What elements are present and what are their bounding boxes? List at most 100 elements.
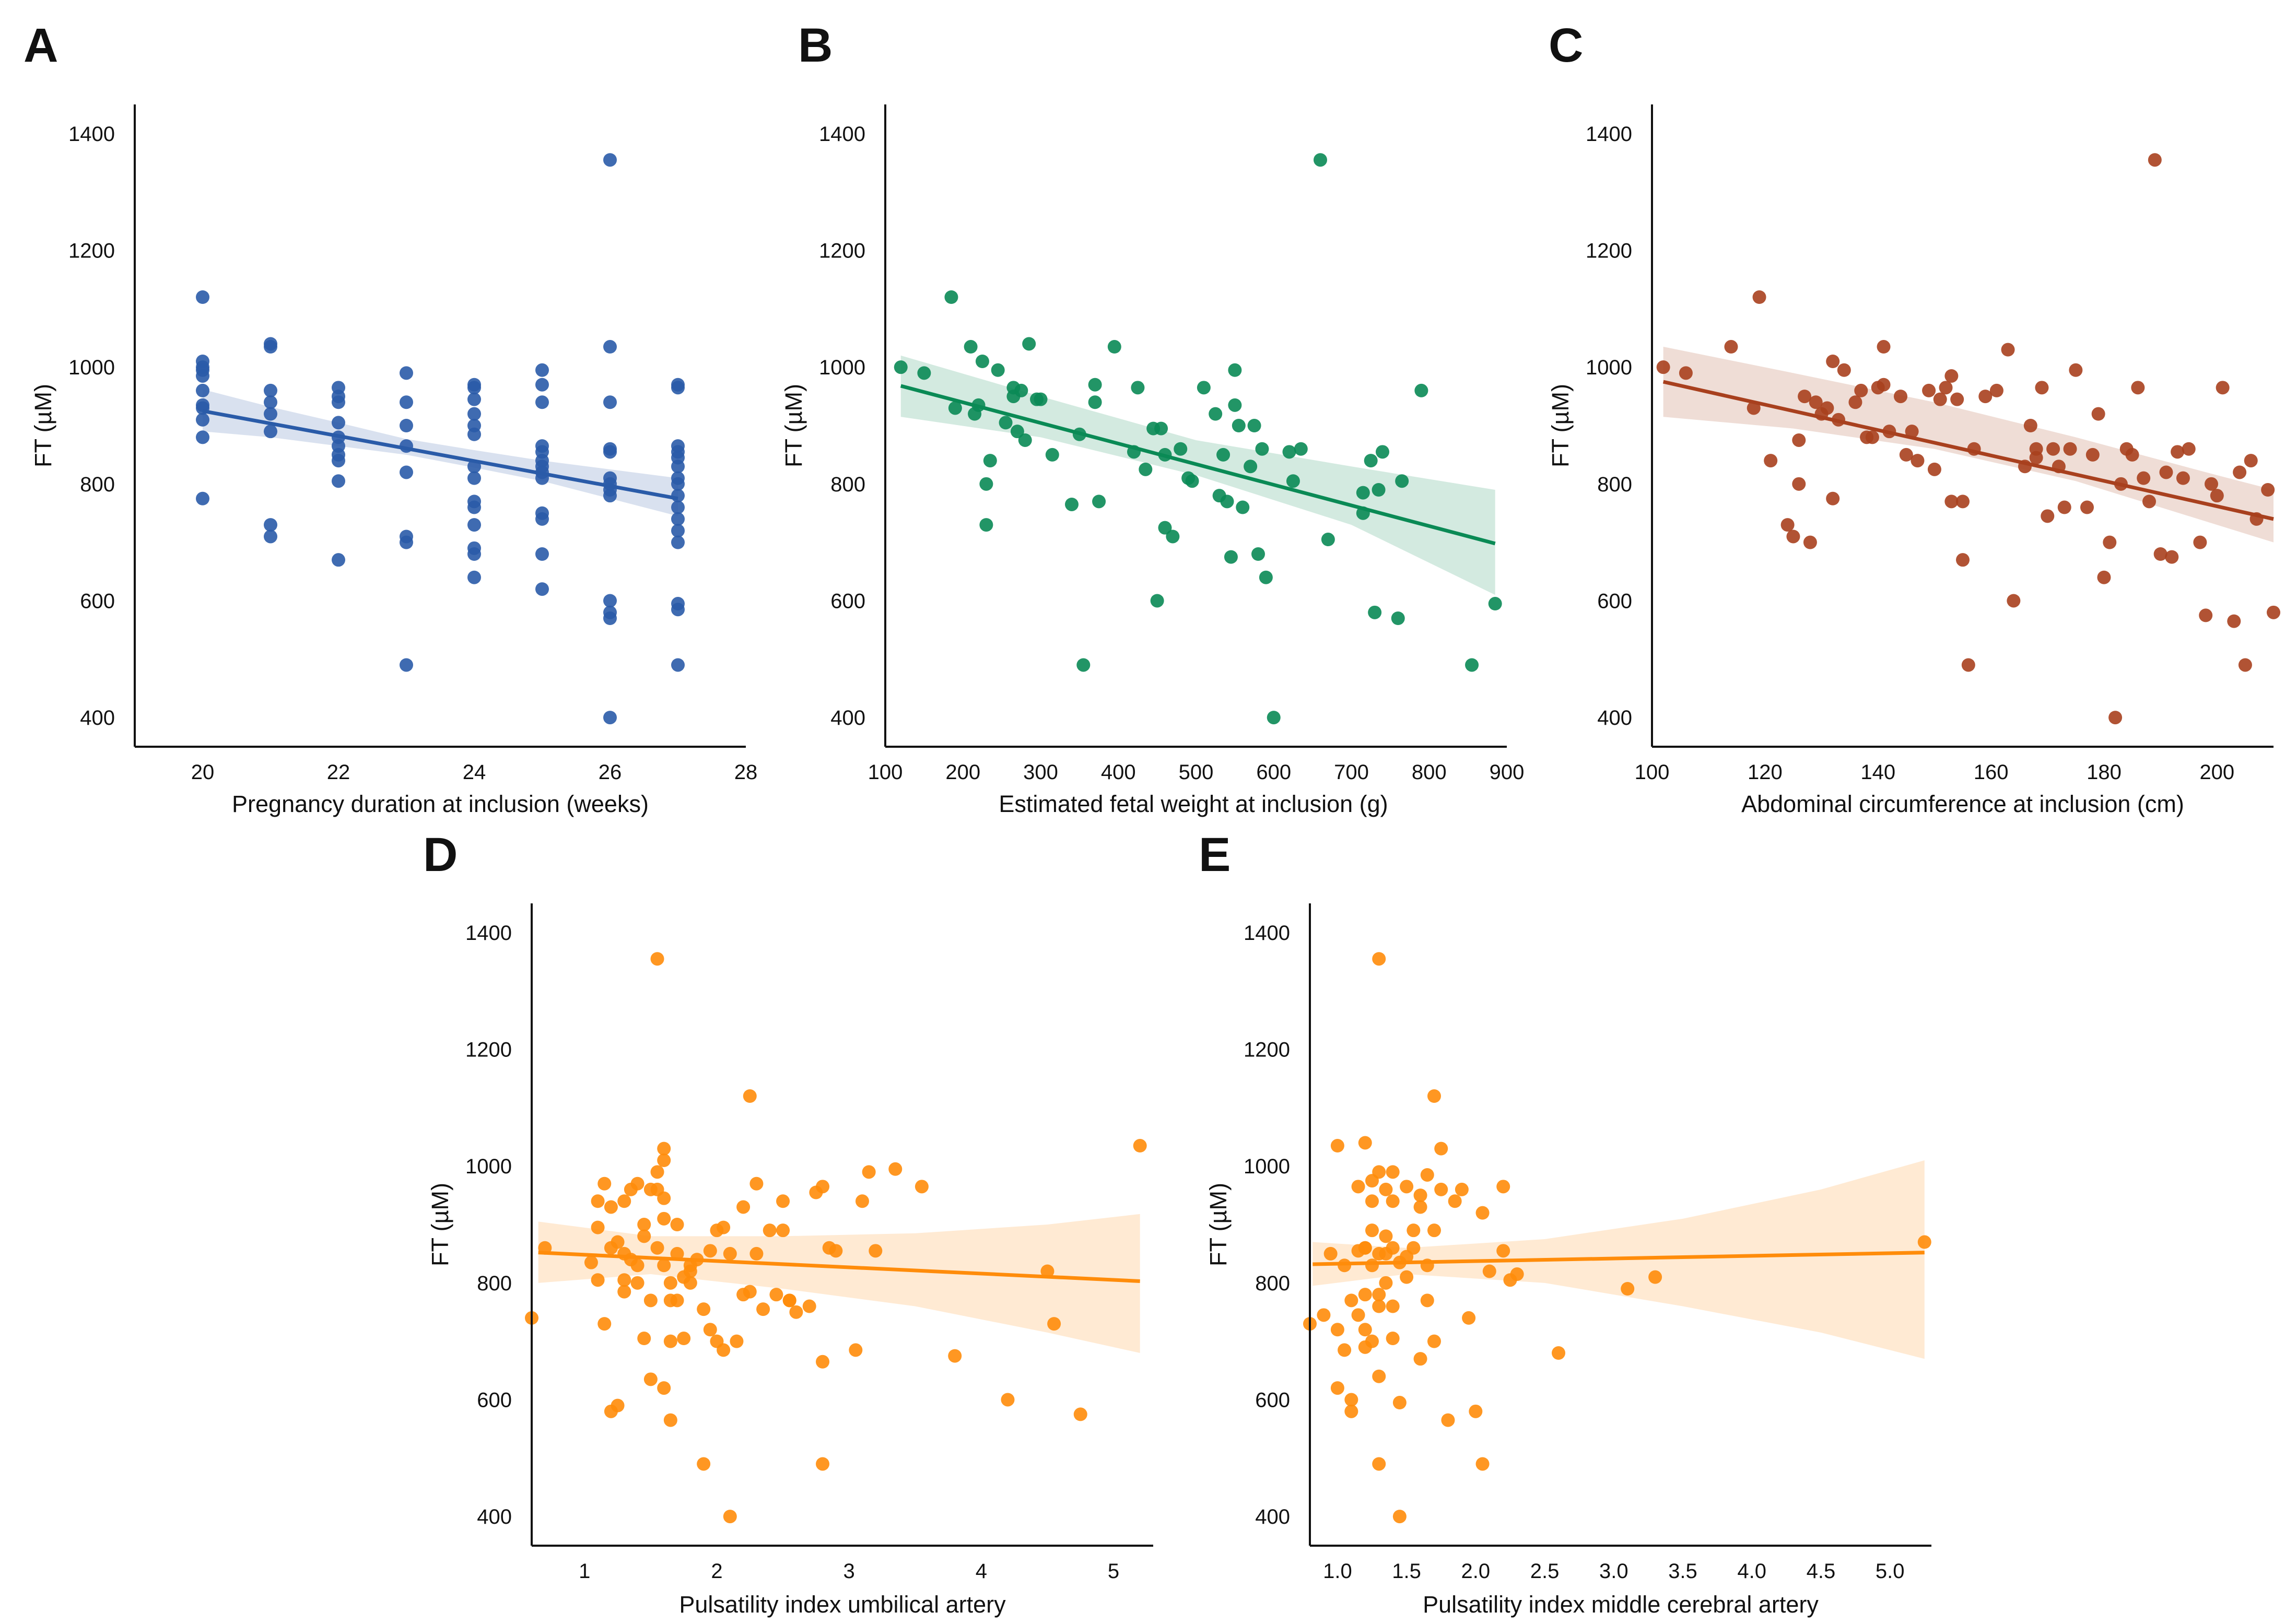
y-tick-label-c: 1400	[1586, 123, 1632, 146]
x-axis-title-c: Abdominal circumference at inclusion (cm…	[1741, 791, 2184, 817]
data-point-c	[1752, 290, 1766, 304]
data-point-c	[1798, 390, 1812, 404]
data-point-b	[1018, 433, 1032, 447]
y-tick-label-b: 400	[830, 707, 865, 729]
data-point-e	[1386, 1299, 1400, 1313]
data-point-d	[611, 1398, 625, 1413]
data-point-c	[2210, 489, 2224, 503]
data-point-d	[829, 1244, 843, 1258]
data-point-b	[999, 416, 1013, 430]
x-tick-label-b: 100	[868, 761, 903, 784]
data-point-a	[400, 658, 413, 672]
data-point-a	[264, 395, 277, 409]
data-point-b	[1010, 425, 1024, 439]
data-point-e	[1386, 1194, 1400, 1208]
y-tick-label-d: 600	[477, 1388, 512, 1411]
data-point-c	[2267, 605, 2280, 619]
y-tick-label-b: 600	[830, 590, 865, 613]
data-point-c	[1944, 495, 1959, 509]
data-point-a	[400, 419, 413, 432]
data-point-c	[2171, 445, 2185, 459]
data-point-c	[1848, 395, 1862, 409]
data-point-d	[630, 1258, 645, 1273]
data-point-b	[1395, 474, 1409, 488]
x-axis-title-b: Estimated fetal weight at inclusion (g)	[999, 791, 1388, 817]
y-axis-title-a: FT (µM)	[30, 384, 56, 467]
regression-line-a	[202, 409, 678, 501]
data-point-a	[467, 500, 481, 514]
data-point-b	[1368, 605, 1382, 619]
x-tick-label-b: 500	[1179, 761, 1214, 784]
data-point-c	[1826, 355, 1840, 368]
data-point-e	[1510, 1267, 1524, 1281]
data-point-e	[1475, 1206, 1490, 1220]
data-point-d	[637, 1229, 651, 1243]
data-point-d	[650, 952, 664, 966]
data-point-e	[1372, 1165, 1386, 1179]
data-point-b	[1251, 547, 1265, 561]
data-point-a	[467, 547, 481, 561]
data-point-b	[1154, 421, 1168, 436]
y-tick-label-c: 800	[1597, 473, 1632, 496]
data-point-e	[1413, 1188, 1427, 1203]
data-point-c	[1865, 430, 1879, 444]
data-point-d	[697, 1302, 711, 1316]
data-point-e	[1317, 1308, 1331, 1322]
data-point-d	[643, 1293, 658, 1308]
data-point-d	[697, 1457, 711, 1471]
data-point-c	[2085, 448, 2100, 462]
data-point-d	[915, 1180, 929, 1194]
data-point-b	[1314, 153, 1327, 167]
y-tick-label-a: 1200	[68, 240, 115, 263]
data-point-a	[671, 500, 685, 514]
data-point-a	[467, 570, 481, 584]
data-point-d	[723, 1246, 737, 1261]
data-point-c	[2125, 448, 2139, 462]
y-tick-label-a: 800	[80, 473, 115, 496]
y-tick-label-c: 1200	[1586, 240, 1632, 263]
data-point-d	[782, 1293, 796, 1308]
data-point-a	[671, 381, 685, 395]
data-point-b	[1150, 594, 1164, 608]
data-point-e	[1469, 1404, 1483, 1418]
data-point-d	[802, 1299, 816, 1313]
x-axis-title-a: Pregnancy duration at inclusion (weeks)	[232, 791, 649, 817]
x-tick-label-a: 26	[599, 761, 622, 784]
x-tick-label-e: 2.0	[1461, 1560, 1491, 1583]
x-tick-label-d: 5	[1108, 1560, 1119, 1583]
data-point-c	[1792, 433, 1806, 447]
data-point-e	[1344, 1293, 1358, 1308]
data-point-e	[1400, 1270, 1414, 1284]
data-point-e	[1413, 1352, 1427, 1366]
data-point-a	[467, 392, 481, 406]
data-point-c	[2080, 500, 2094, 514]
fit-line-c	[1662, 380, 2274, 521]
data-point-d	[670, 1293, 684, 1308]
data-point-b	[917, 366, 931, 380]
data-point-c	[1989, 383, 2003, 397]
data-point-a	[603, 594, 617, 608]
panel-letter-d: D	[423, 828, 458, 881]
data-point-e	[1351, 1180, 1365, 1194]
data-point-b	[1158, 521, 1172, 535]
data-point-d	[717, 1220, 731, 1234]
data-point-c	[1764, 454, 1778, 468]
data-point-c	[2244, 454, 2258, 468]
data-point-b	[964, 340, 978, 354]
data-point-e	[1365, 1334, 1379, 1348]
data-point-c	[1724, 340, 1738, 354]
data-point-e	[1358, 1288, 1372, 1302]
data-point-c	[1837, 363, 1851, 377]
data-point-a	[196, 369, 209, 383]
y-axis-title-e: FT (µM)	[1205, 1183, 1232, 1266]
data-point-e	[1434, 1141, 1448, 1156]
data-point-e	[1420, 1293, 1434, 1308]
data-point-c	[2216, 381, 2230, 395]
data-point-a	[671, 524, 685, 538]
data-point-d	[663, 1413, 677, 1427]
data-point-c	[2007, 594, 2021, 608]
data-point-d	[597, 1176, 612, 1191]
y-tick-label-a: 600	[80, 590, 115, 613]
data-point-e	[1379, 1229, 1393, 1243]
data-point-d	[1040, 1264, 1054, 1278]
